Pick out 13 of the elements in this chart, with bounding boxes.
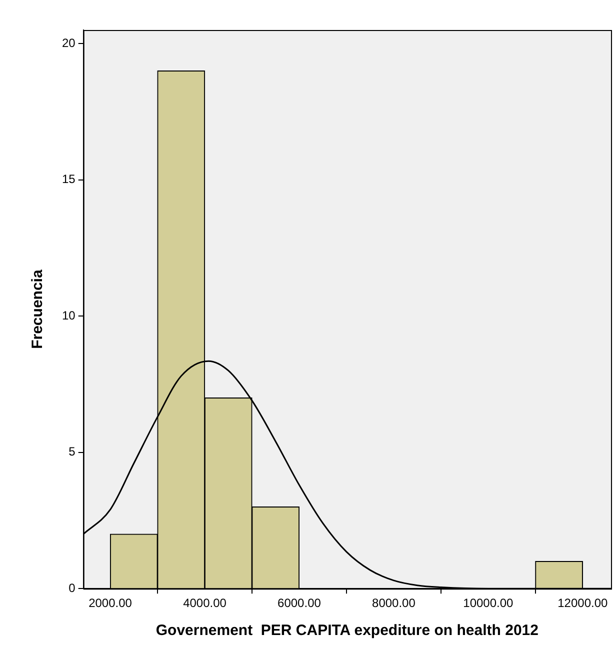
x-tick-label: 10000.00	[463, 596, 514, 610]
x-tick-label: 4000.00	[183, 596, 227, 610]
x-tick-label: 2000.00	[88, 596, 132, 610]
y-tick-label: 0	[68, 580, 76, 595]
y-tick-label: 20	[62, 36, 76, 50]
x-tick-label: 6000.00	[278, 596, 322, 610]
y-tick-label: 5	[68, 444, 76, 459]
x-axis-title: Governement PER CAPITA expediture on health 2012	[156, 622, 538, 640]
y-tick-label: 10	[62, 308, 76, 322]
x-tick-label: 12000.00	[558, 596, 608, 610]
y-axis-title: Frecuencia	[29, 269, 46, 349]
x-tick-label: 8000.00	[372, 596, 416, 610]
y-tick-label: 15	[62, 172, 76, 186]
